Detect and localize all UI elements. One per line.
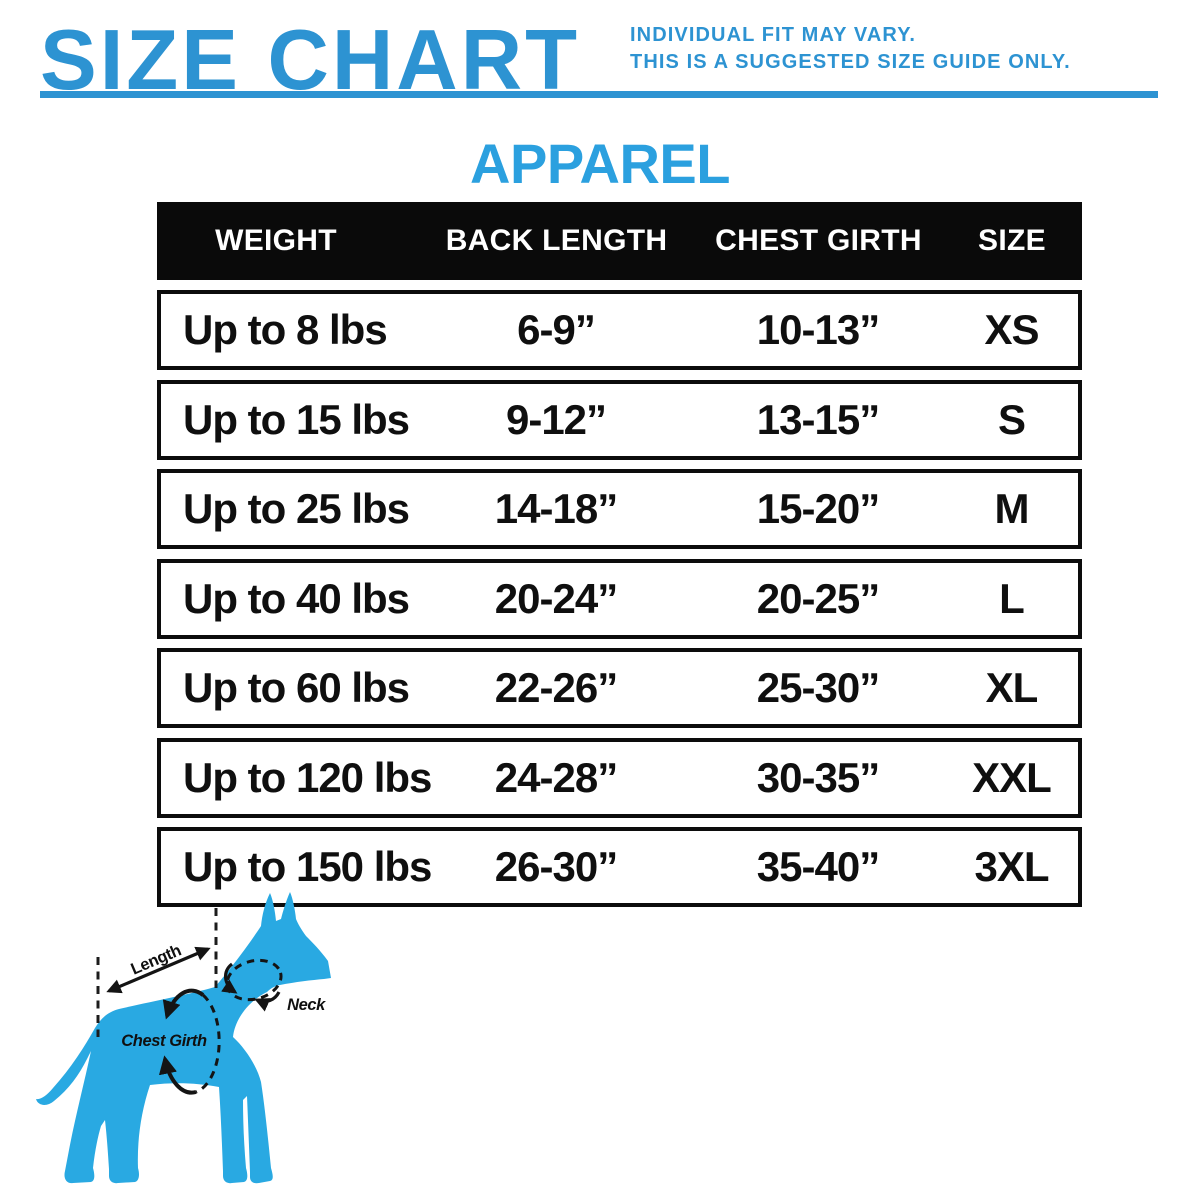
chest-girth-cell: 15-20” [756,485,880,532]
section-title: APPAREL [470,132,730,195]
size-cell: M [994,485,1030,532]
size-cell: XXL [972,753,1052,801]
table-row: Up to 40 lbs 20-24” 20-25” L [157,558,1082,639]
chest-girth-cell: 13-15” [756,395,880,443]
back-length-cell: 9-12” [505,395,607,443]
table-row: Up to 60 lbs 22-26” 25-30” XL [157,648,1082,728]
page-title: SIZE CHART [40,13,580,108]
length-label: Length [128,941,184,978]
back-length-cell: 6-9” [517,306,596,353]
weight-cell: Up to 40 lbs [183,574,410,622]
column-header-chest-girth: CHEST GIRTH [715,224,922,257]
disclaimer-line-2: THIS IS A SUGGESTED SIZE GUIDE ONLY. [630,51,1071,73]
weight-cell: Up to 60 lbs [183,664,410,711]
neck-label: Neck [287,996,326,1014]
chest-girth-cell: 35-40” [756,843,880,890]
weight-cell: Up to 150 lbs [183,843,432,890]
column-header-size: SIZE [978,224,1046,257]
table-row: Up to 8 lbs 6-9” 10-13” XS [157,290,1082,370]
chest-girth-label: Chest Girth [121,1032,207,1050]
size-cell: L [999,574,1025,622]
size-cell: XL [985,664,1039,711]
column-header-weight: WEIGHT [215,224,337,257]
chest-girth-cell: 20-25” [756,574,880,622]
neck-arrow-right [254,991,281,1012]
back-length-cell: 26-30” [494,843,618,890]
table-row: Up to 15 lbs 9-12” 13-15” S [157,379,1082,460]
disclaimer-line-1: INDIVIDUAL FIT MAY VARY. [630,24,917,46]
chest-girth-dashed-arc [195,993,221,1094]
weight-cell: Up to 8 lbs [183,306,388,353]
header-underline [40,91,1158,98]
weight-cell: Up to 120 lbs [183,753,432,801]
table-header-row: WEIGHT BACK LENGTH CHEST GIRTH SIZE [157,202,1082,280]
back-length-cell: 24-28” [494,753,618,801]
size-cell: S [997,395,1026,443]
dog-measurement-diagram: Length Neck Chest Girth [36,892,331,1184]
chest-girth-cell: 10-13” [756,306,880,353]
table-row: Up to 25 lbs 14-18” 15-20” M [157,469,1082,549]
table-row: Up to 120 lbs 24-28” 30-35” XXL [157,737,1082,818]
length-arrow [106,946,211,994]
weight-cell: Up to 15 lbs [183,395,410,443]
disclaimer-text: INDIVIDUAL FIT MAY VARY. THIS IS A SUGGE… [630,22,1071,76]
chest-girth-cell: 30-35” [756,753,880,801]
chest-girth-cell: 25-30” [756,664,880,711]
back-length-cell: 20-24” [494,574,618,622]
back-length-cell: 22-26” [494,664,618,711]
size-cell: 3XL [974,843,1049,890]
apparel-size-table: WEIGHT BACK LENGTH CHEST GIRTH SIZE Up t… [157,202,1082,907]
chest-girth-arc-bottom [158,1055,197,1095]
weight-cell: Up to 25 lbs [183,485,410,532]
table-row: Up to 150 lbs 26-30” 35-40” 3XL [157,827,1082,907]
size-cell: XS [984,306,1039,353]
chest-girth-arc-top [162,988,205,1020]
back-length-cell: 14-18” [494,485,618,532]
neck-arrow-left [221,962,238,994]
column-header-back-length: BACK LENGTH [445,224,668,257]
dog-silhouette-icon [36,892,331,1184]
